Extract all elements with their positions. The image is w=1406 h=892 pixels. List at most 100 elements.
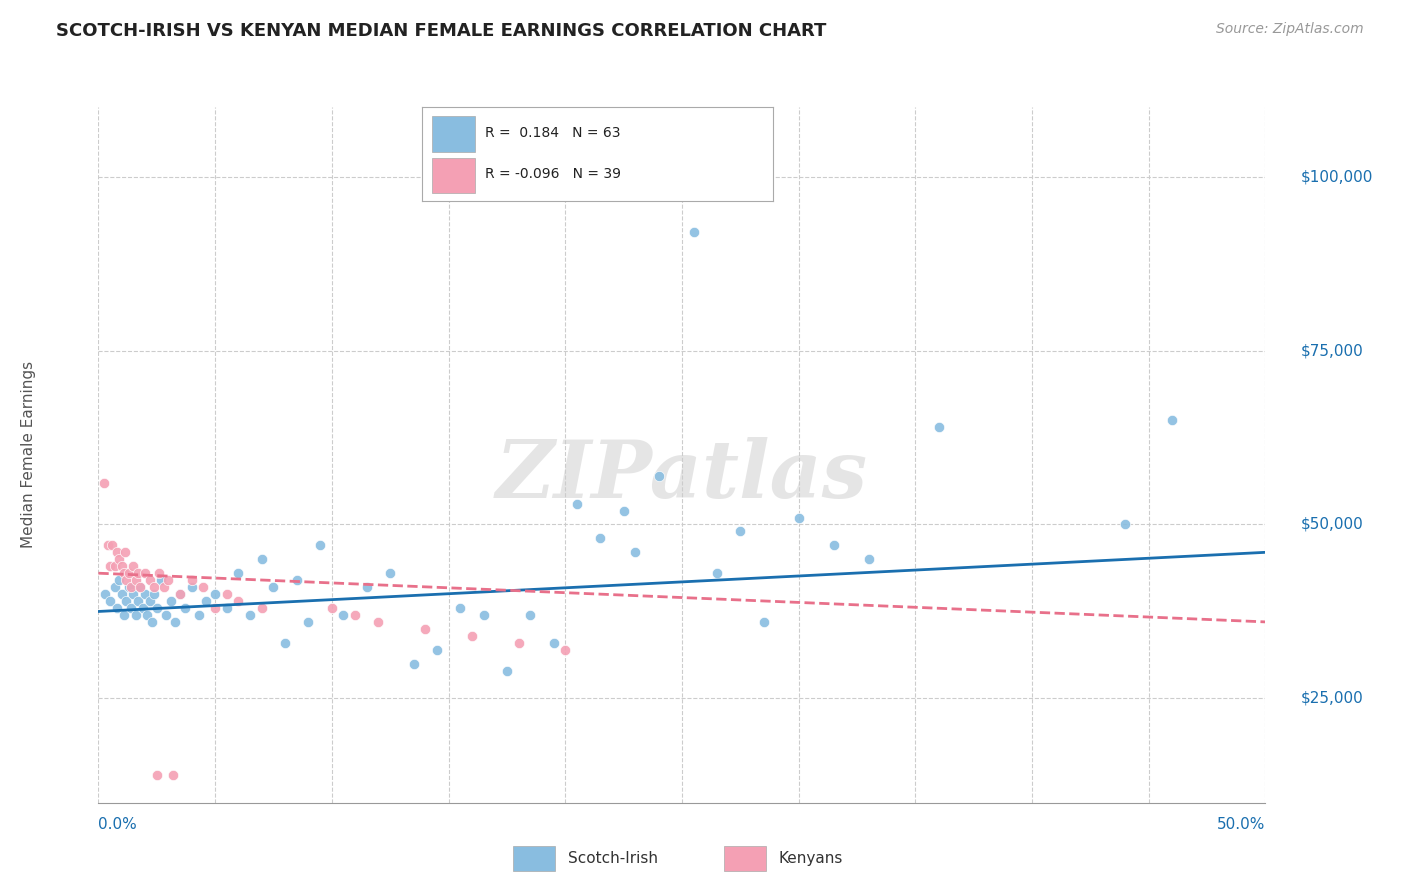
FancyBboxPatch shape: [724, 847, 766, 871]
Point: [118, 566, 141, 581]
Text: 50.0%: 50.0%: [1218, 817, 1265, 831]
Point: [136, 607, 159, 622]
Point: [112, 566, 135, 581]
Point: [413, 622, 436, 636]
Point: [344, 607, 367, 622]
Point: [143, 580, 166, 594]
Point: [228, 566, 250, 581]
Text: Kenyans: Kenyans: [779, 851, 844, 866]
Point: [157, 573, 180, 587]
Point: [647, 468, 669, 483]
Point: [139, 573, 162, 587]
Point: [612, 503, 634, 517]
Text: Source: ZipAtlas.com: Source: ZipAtlas.com: [1216, 22, 1364, 37]
Text: Median Female Earnings: Median Female Earnings: [21, 361, 37, 549]
Point: [127, 594, 149, 608]
Point: [367, 615, 389, 629]
Text: $25,000: $25,000: [1301, 691, 1364, 706]
Point: [356, 580, 378, 594]
Point: [378, 566, 402, 581]
Point: [150, 573, 173, 587]
Point: [239, 607, 262, 622]
Point: [97, 538, 120, 552]
Point: [309, 538, 332, 552]
Point: [449, 601, 471, 615]
Point: [169, 587, 191, 601]
Point: [111, 587, 134, 601]
Point: [858, 552, 880, 566]
Point: [115, 594, 138, 608]
Point: [93, 475, 115, 490]
Text: R =  0.184   N = 63: R = 0.184 N = 63: [485, 127, 620, 140]
Point: [215, 601, 238, 615]
Point: [228, 594, 250, 608]
Point: [787, 510, 810, 524]
Point: [250, 601, 273, 615]
Point: [115, 573, 138, 587]
Point: [193, 580, 215, 594]
Point: [262, 580, 284, 594]
Point: [543, 636, 565, 650]
Text: 0.0%: 0.0%: [98, 817, 138, 831]
Point: [730, 524, 752, 539]
Point: [101, 538, 124, 552]
Point: [461, 629, 484, 643]
Point: [402, 657, 425, 671]
Point: [129, 580, 152, 594]
Point: [112, 607, 135, 622]
Point: [159, 594, 181, 608]
Point: [204, 587, 226, 601]
Point: [127, 566, 149, 581]
Point: [173, 601, 195, 615]
Point: [105, 545, 128, 559]
Point: [169, 587, 191, 601]
Point: [162, 768, 184, 782]
Point: [204, 601, 226, 615]
Point: [114, 545, 136, 559]
Point: [554, 642, 576, 657]
Point: [519, 607, 541, 622]
Point: [143, 587, 166, 601]
Point: [122, 559, 145, 574]
Point: [321, 601, 343, 615]
Text: Scotch-Irish: Scotch-Irish: [568, 851, 658, 866]
Point: [141, 615, 163, 629]
Point: [134, 566, 156, 581]
Point: [165, 615, 187, 629]
Point: [120, 580, 142, 594]
Point: [108, 573, 131, 587]
Point: [139, 594, 162, 608]
Point: [274, 636, 297, 650]
Point: [624, 545, 647, 559]
Point: [120, 601, 142, 615]
Text: SCOTCH-IRISH VS KENYAN MEDIAN FEMALE EARNINGS CORRELATION CHART: SCOTCH-IRISH VS KENYAN MEDIAN FEMALE EAR…: [56, 22, 827, 40]
Point: [928, 420, 950, 434]
Point: [508, 636, 530, 650]
Point: [1114, 517, 1136, 532]
Point: [194, 594, 217, 608]
Point: [180, 580, 202, 594]
Point: [250, 552, 273, 566]
FancyBboxPatch shape: [433, 116, 475, 152]
Point: [752, 615, 775, 629]
Point: [134, 587, 156, 601]
Text: $75,000: $75,000: [1301, 343, 1364, 358]
Point: [108, 552, 131, 566]
Point: [98, 559, 121, 574]
Point: [118, 580, 141, 594]
Point: [495, 664, 517, 678]
Point: [187, 607, 209, 622]
Point: [125, 573, 148, 587]
Point: [472, 607, 495, 622]
Point: [823, 538, 845, 552]
Point: [104, 580, 127, 594]
Text: R = -0.096   N = 39: R = -0.096 N = 39: [485, 168, 621, 181]
FancyBboxPatch shape: [513, 847, 555, 871]
Point: [105, 601, 128, 615]
Point: [332, 607, 354, 622]
Point: [98, 594, 121, 608]
Point: [155, 607, 177, 622]
Point: [146, 768, 169, 782]
Point: [104, 559, 127, 574]
Point: [1161, 413, 1184, 427]
